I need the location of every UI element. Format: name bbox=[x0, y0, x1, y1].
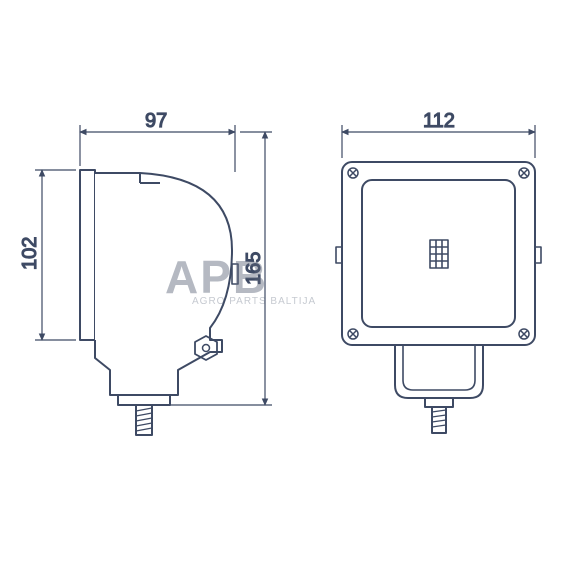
dim-width-97: 97 bbox=[145, 110, 167, 132]
watermark-subtitle: AGRO PARTS BALTIJA bbox=[192, 296, 316, 307]
technical-drawing: 97 102 165 bbox=[0, 0, 588, 588]
front-view bbox=[336, 162, 541, 433]
dim-width-112: 112 bbox=[423, 110, 455, 132]
drawing-canvas: 97 102 165 bbox=[0, 0, 588, 588]
dim-height-102: 102 bbox=[19, 237, 41, 270]
dimensions-right: 112 bbox=[342, 110, 535, 158]
